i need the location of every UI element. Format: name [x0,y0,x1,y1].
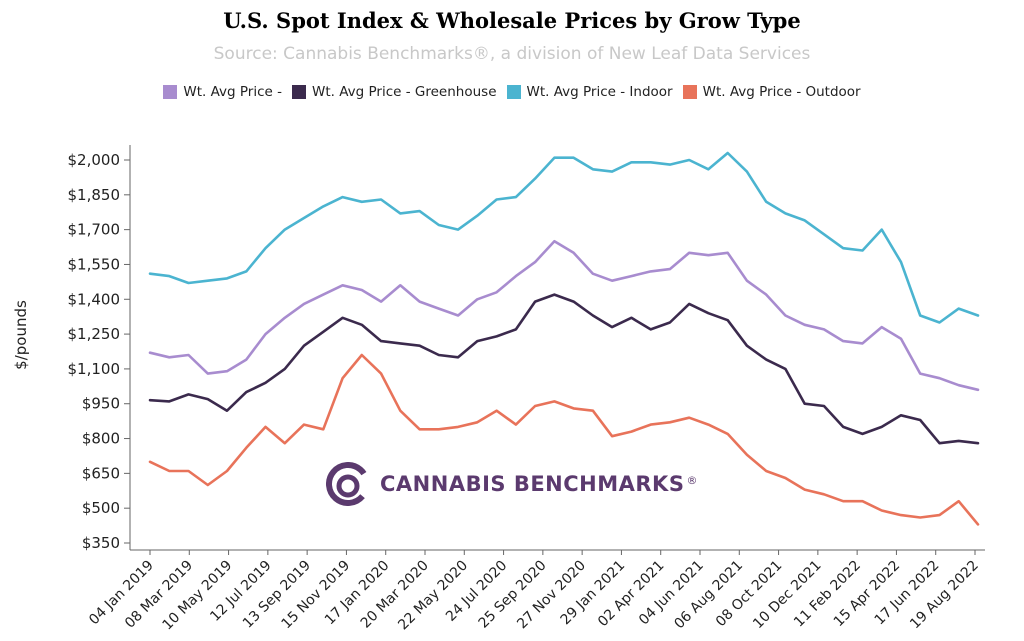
series-layer [148,151,980,526]
legend-item-series-2[interactable]: Wt. Avg Price - Indoor [506,84,673,100]
y-tick-label: $950 [82,395,120,413]
series-line-0[interactable] [148,239,980,392]
legend: Wt. Avg Price - Wt. Avg Price - Greenhou… [0,84,1024,100]
legend-item-series-1[interactable]: Wt. Avg Price - Greenhouse [292,84,497,100]
y-tick-label: $1,100 [68,360,121,378]
y-tick-label: $1,850 [68,186,121,204]
brand-logo: CANNABIS BENCHMARKS ® [326,462,697,506]
legend-swatch [682,85,697,99]
legend-item-series-3[interactable]: Wt. Avg Price - Outdoor [682,84,861,100]
y-tick-label: $1,700 [68,221,121,239]
x-tick-label: 10 Dec 2021 [750,558,825,633]
series-line-2[interactable] [148,151,980,324]
y-tick-label: $800 [82,430,120,448]
y-tick-label: $650 [82,464,120,482]
series-line-1[interactable] [148,293,980,445]
brand-logo-mark: ® [686,473,698,487]
x-tick-label: 27 Nov 2020 [514,558,589,633]
y-tick-label: $350 [82,534,120,552]
y-tick-label: $1,250 [68,325,121,343]
legend-label: Wt. Avg Price - Greenhouse [312,84,497,100]
y-tick-label: $500 [82,499,120,517]
series-line-3[interactable] [148,353,980,526]
legend-swatch [506,85,521,99]
legend-item-series-0[interactable]: Wt. Avg Price - [163,84,282,100]
axes: $2,000 $1,850 $1,700 $1,550 $1,400 $1,250 $1,1… [68,145,985,634]
x-tick-label: 22 May 2020 [395,558,471,634]
cannabis-benchmarks-logo-icon [326,462,370,506]
x-tick-label: 06 Aug 2021 [671,558,746,633]
legend-swatch [292,85,306,99]
x-tick-label: 19 Aug 2022 [907,558,982,633]
y-tick-label: $1,550 [68,255,121,273]
y-tick-label: $2,000 [68,151,121,169]
chart-title: U.S. Spot Index & Wholesale Prices by Gr… [223,8,801,33]
legend-label: Wt. Avg Price - [183,84,282,100]
legend-label: Wt. Avg Price - Outdoor [702,84,861,100]
legend-label: Wt. Avg Price - Indoor [526,84,673,100]
brand-logo-text: CANNABIS BENCHMARKS [380,472,685,496]
x-tick-label: 10 May 2019 [160,558,236,634]
y-axis-label: $/pounds [12,300,30,370]
chart-subtitle: Source: Cannabis Benchmarks®, a division… [213,44,811,64]
x-tick-label: 15 Nov 2019 [279,558,354,633]
legend-swatch [163,85,178,99]
y-tick-label: $1,400 [68,290,121,308]
